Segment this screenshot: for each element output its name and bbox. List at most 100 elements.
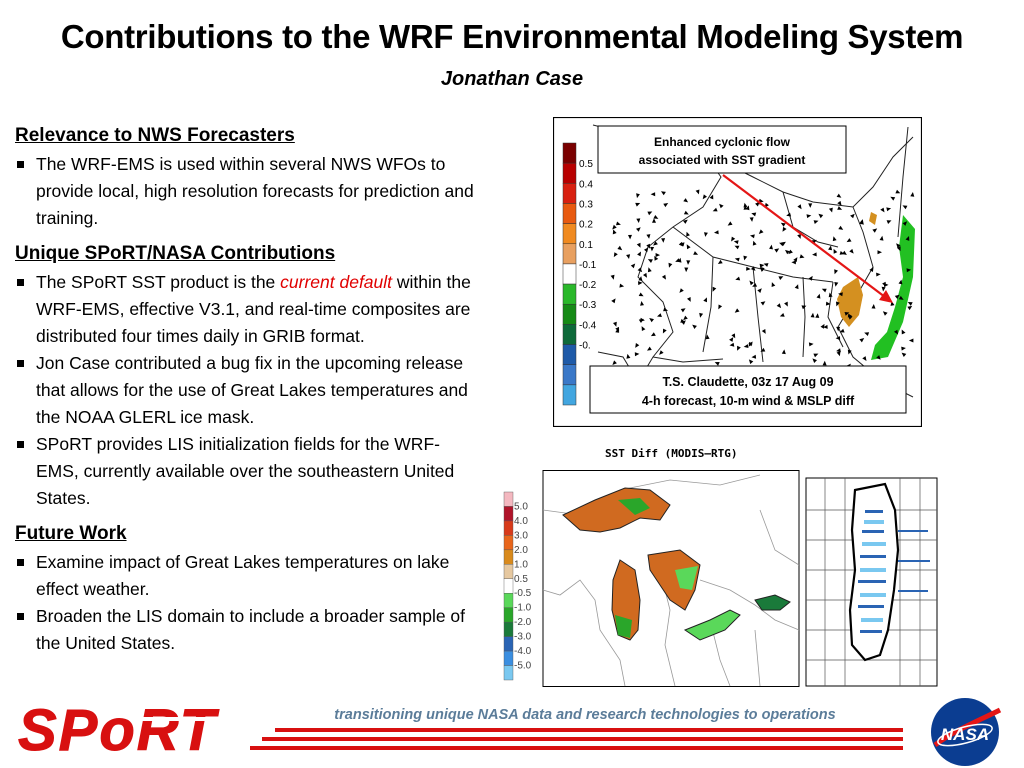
wind-vector-mark	[647, 259, 653, 263]
wind-vector-mark	[901, 329, 906, 335]
wind-vector-mark	[729, 342, 735, 347]
wind-vector-mark	[782, 226, 787, 232]
footer-graphics: SPoRT NASA	[18, 698, 1002, 766]
wind-vector-mark	[859, 338, 865, 343]
colorbar-swatch	[562, 344, 577, 365]
wind-vector-mark	[663, 307, 668, 312]
wind-vector-mark	[649, 318, 654, 323]
wind-vector-mark	[818, 213, 824, 219]
wind-vector-mark	[695, 189, 700, 195]
wind-vector-mark	[811, 239, 817, 244]
colorbar-label: -3.0	[514, 632, 532, 643]
wind-vector-mark	[825, 301, 831, 306]
wind-vector-mark	[864, 332, 870, 336]
wind-vector-mark	[859, 220, 865, 225]
wind-vector-mark	[760, 301, 766, 306]
wind-vector-mark	[781, 349, 786, 355]
sport-logo-stripe	[135, 717, 235, 721]
inset-lake-effect-bands-light	[860, 520, 886, 622]
wind-vector-mark	[797, 234, 801, 239]
wind-vector-mark	[821, 288, 827, 293]
wind-vector-mark	[647, 211, 653, 216]
wind-vector-mark	[778, 276, 784, 280]
footer-red-line-1	[275, 728, 903, 732]
section-heading-contributions: Unique SPoRT/NASA Contributions	[15, 243, 336, 264]
wind-vector-mark	[813, 353, 819, 358]
wind-vector-mark	[812, 358, 817, 363]
inset-lake-effect-bands	[858, 510, 930, 633]
orange-anomaly-area	[837, 277, 863, 327]
green-anomaly-area	[871, 215, 915, 360]
wind-vector-mark	[890, 196, 896, 201]
wind-vector-mark	[636, 242, 641, 248]
colorbar-swatch	[503, 636, 514, 652]
footer-red-line-3	[250, 746, 903, 750]
wind-vector-mark	[712, 207, 718, 212]
wind-vector-mark	[662, 328, 667, 334]
nasa-logo-text: NASA	[941, 725, 989, 744]
nasa-meatball-icon	[931, 698, 999, 766]
wind-vector-mark	[615, 328, 620, 333]
wind-vector-mark	[677, 257, 682, 263]
wind-vector-mark	[712, 286, 717, 292]
lake-michigan-green-patch	[615, 615, 632, 638]
wind-vector-mark	[902, 221, 908, 226]
wind-vector-mark	[774, 248, 780, 253]
bullet-item: The SPoRT SST product is the current def…	[15, 269, 475, 350]
wind-vector-mark	[862, 356, 867, 361]
wind-vector-mark	[714, 230, 719, 235]
wind-vector-mark	[655, 253, 661, 257]
sport-logo-text: SPoRT	[18, 698, 220, 763]
wind-vector-mark	[759, 263, 765, 268]
wind-vector-mark	[784, 301, 788, 307]
wind-vector-mark	[749, 217, 754, 222]
wind-vector-mark	[837, 206, 843, 210]
wind-vector-mark	[806, 214, 812, 219]
wind-vector-mark	[637, 251, 641, 257]
wind-vector-mark	[880, 207, 885, 213]
bullet-item: Examine impact of Great Lakes temperatur…	[15, 549, 475, 603]
wind-vector-mark	[626, 353, 631, 359]
wind-vector-mark	[702, 194, 707, 200]
wind-vector-mark	[894, 294, 900, 299]
bullet-list-contributions: The SPoRT SST product is the current def…	[15, 269, 475, 512]
wind-colorbar	[562, 142, 577, 406]
lake-erie	[683, 609, 741, 641]
wind-vector-mark	[612, 229, 617, 235]
colorbar-swatch	[503, 578, 514, 594]
wind-vector-mark	[886, 220, 892, 224]
wind-vector-mark	[902, 205, 908, 210]
sst-diff-map-figure: 5.0 4.0 3.0 2.0 1.0 0.5 -0.5 -1.0 -2.0 -3.0 -4.0 -5…	[503, 470, 938, 687]
wind-vector-mark	[630, 263, 636, 269]
wind-vector-mark	[687, 297, 691, 302]
wind-vector-mark	[661, 191, 666, 196]
section-heading-future-work: Future Work	[15, 523, 127, 544]
sst-diff-title: SST Diff (MODIS–RTG)	[605, 447, 737, 460]
wind-vector-mark	[719, 203, 724, 209]
wind-vector-mark	[901, 352, 907, 357]
wind-vector-mark	[820, 323, 825, 329]
wind-vector-mark	[751, 354, 757, 359]
lake-superior	[562, 487, 671, 533]
wind-vector-mark	[743, 255, 748, 261]
wind-vector-mark	[906, 268, 912, 273]
wind-vector-mark	[850, 213, 855, 219]
wind-vector-mark	[699, 312, 704, 318]
wind-vector-mark	[640, 317, 645, 322]
colorbar-label: 2.0	[514, 545, 528, 556]
wind-vector-mark	[894, 329, 899, 335]
nasa-logo: NASA	[931, 698, 1002, 766]
annotation-arrow	[722, 174, 886, 298]
wind-vector-mark	[838, 292, 843, 297]
wind-vector-mark	[686, 260, 691, 265]
wind-vector-mark	[751, 212, 757, 217]
wind-vector-mark	[714, 362, 720, 366]
bullet-square-icon	[17, 441, 24, 448]
callout-top-line2: associated with SST gradient	[639, 153, 806, 167]
wind-vector-mark	[638, 292, 644, 297]
wind-vector-mark	[693, 251, 699, 255]
wind-vector-mark	[709, 194, 714, 200]
wind-vector-mark	[654, 255, 659, 261]
wind-vector-mark	[813, 220, 819, 224]
colorbar-label: -0.5	[514, 588, 532, 599]
